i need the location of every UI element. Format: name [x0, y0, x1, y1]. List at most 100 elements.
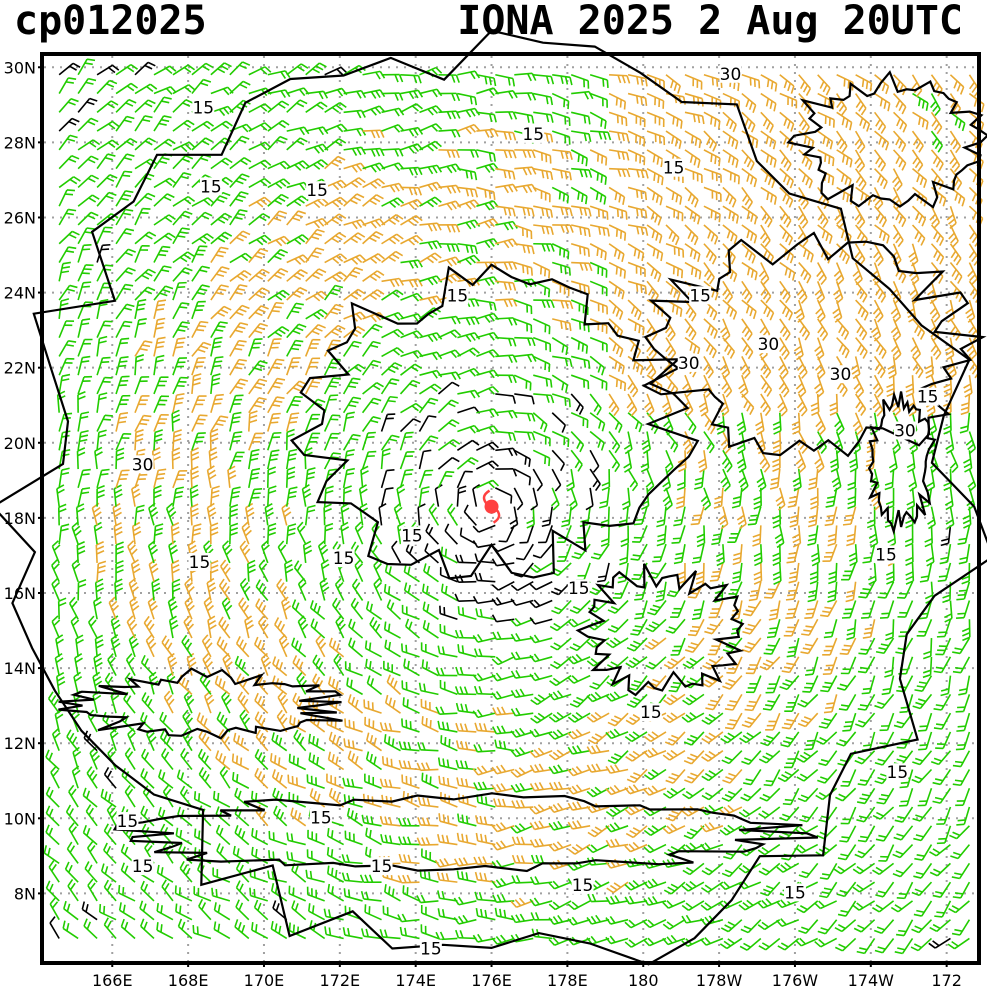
wind-barb	[567, 674, 591, 684]
wind-barb	[755, 412, 765, 436]
wind-barb	[260, 652, 272, 676]
wind-barb	[457, 406, 481, 414]
wind-barb	[362, 147, 385, 157]
wind-barb	[361, 340, 381, 357]
wind-barb	[878, 844, 895, 862]
wind-barb	[936, 806, 952, 825]
wind-barb	[400, 143, 424, 154]
wind-barb	[772, 450, 781, 472]
wind-barb	[949, 130, 962, 154]
wind-barb	[627, 318, 645, 336]
wind-barb	[533, 393, 555, 404]
wind-barb	[201, 634, 213, 658]
wind-barb	[605, 822, 629, 833]
contour-label: 15	[401, 527, 423, 547]
wind-barb	[624, 895, 648, 905]
wind-barb	[362, 194, 384, 207]
isotach-contour	[641, 231, 987, 458]
wind-barb	[753, 544, 763, 567]
wind-barb	[360, 891, 382, 902]
wind-barb	[184, 596, 195, 620]
wind-barb	[108, 596, 120, 620]
wind-barb	[665, 243, 685, 258]
wind-barb	[510, 633, 534, 642]
wind-barb	[855, 74, 873, 92]
wind-barb	[77, 468, 91, 489]
wind-barb	[172, 429, 182, 451]
wind-barb	[820, 675, 838, 693]
wind-barb	[495, 354, 518, 364]
wind-barb	[760, 74, 778, 92]
wind-barb	[171, 578, 181, 601]
wind-barb	[929, 299, 941, 323]
wind-barb	[68, 596, 79, 620]
wind-barb	[165, 502, 177, 526]
wind-barb	[935, 637, 952, 656]
wind-barb	[722, 167, 741, 185]
wind-barb	[270, 920, 288, 940]
wind-barb	[917, 788, 933, 807]
wind-barb	[857, 825, 876, 843]
wind-barb	[115, 394, 131, 414]
wind-barb	[551, 261, 571, 276]
wind-barb	[772, 412, 782, 435]
wind-barb	[779, 318, 791, 341]
wind-barb	[172, 321, 190, 339]
wind-barb	[54, 709, 64, 733]
wind-barb	[701, 731, 724, 744]
wind-barb	[895, 919, 914, 937]
wind-barb	[532, 355, 551, 373]
wind-barb	[551, 111, 571, 126]
wind-barb	[400, 166, 423, 176]
wind-barb	[172, 302, 190, 320]
wind-barb	[567, 784, 591, 795]
wind-barb	[514, 261, 533, 276]
wind-barb	[874, 750, 895, 766]
wind-barb	[51, 577, 61, 601]
wind-barb	[514, 111, 535, 124]
wind-barb	[71, 765, 81, 789]
wind-barb	[476, 425, 500, 435]
wind-barb	[719, 937, 743, 950]
wind-barb	[741, 149, 755, 171]
wind-barb	[401, 604, 420, 621]
wind-barb	[589, 205, 609, 220]
wind-barb	[722, 299, 738, 320]
wind-barb	[361, 323, 383, 339]
wind-barb	[354, 521, 364, 545]
wind-barb	[933, 693, 952, 711]
wind-barb	[45, 749, 60, 771]
wind-barb	[463, 504, 477, 526]
wind-barb	[798, 243, 814, 263]
wind-barb	[589, 111, 607, 129]
wind-barb	[758, 750, 781, 764]
wind-barb	[665, 130, 682, 150]
contour-label: 30	[132, 455, 154, 475]
wind-barb	[703, 243, 717, 265]
wind-barb	[817, 224, 833, 244]
wind-barb	[77, 244, 92, 263]
wind-barb	[935, 731, 952, 750]
contour-label: 15	[189, 553, 211, 573]
wind-barb	[513, 487, 524, 511]
wind-barb	[216, 711, 231, 733]
wind-barb	[183, 615, 195, 639]
wind-barb	[854, 243, 866, 267]
wind-barb	[665, 261, 684, 279]
wind-barb	[873, 355, 886, 379]
wind-barb	[514, 299, 533, 315]
wind-barb	[814, 937, 838, 948]
wind-barb	[127, 540, 138, 564]
wind-barb	[912, 111, 929, 130]
wind-barb	[384, 694, 401, 714]
wind-barb	[910, 337, 922, 361]
wind-barb	[551, 468, 562, 492]
wind-barb	[646, 149, 664, 168]
wind-barb	[663, 881, 686, 895]
wind-barb	[839, 637, 857, 656]
wind-barb	[418, 435, 439, 451]
wind-barb	[532, 412, 548, 433]
wind-barb	[703, 167, 722, 183]
wind-barb	[890, 337, 902, 361]
wind-barb	[551, 130, 571, 145]
